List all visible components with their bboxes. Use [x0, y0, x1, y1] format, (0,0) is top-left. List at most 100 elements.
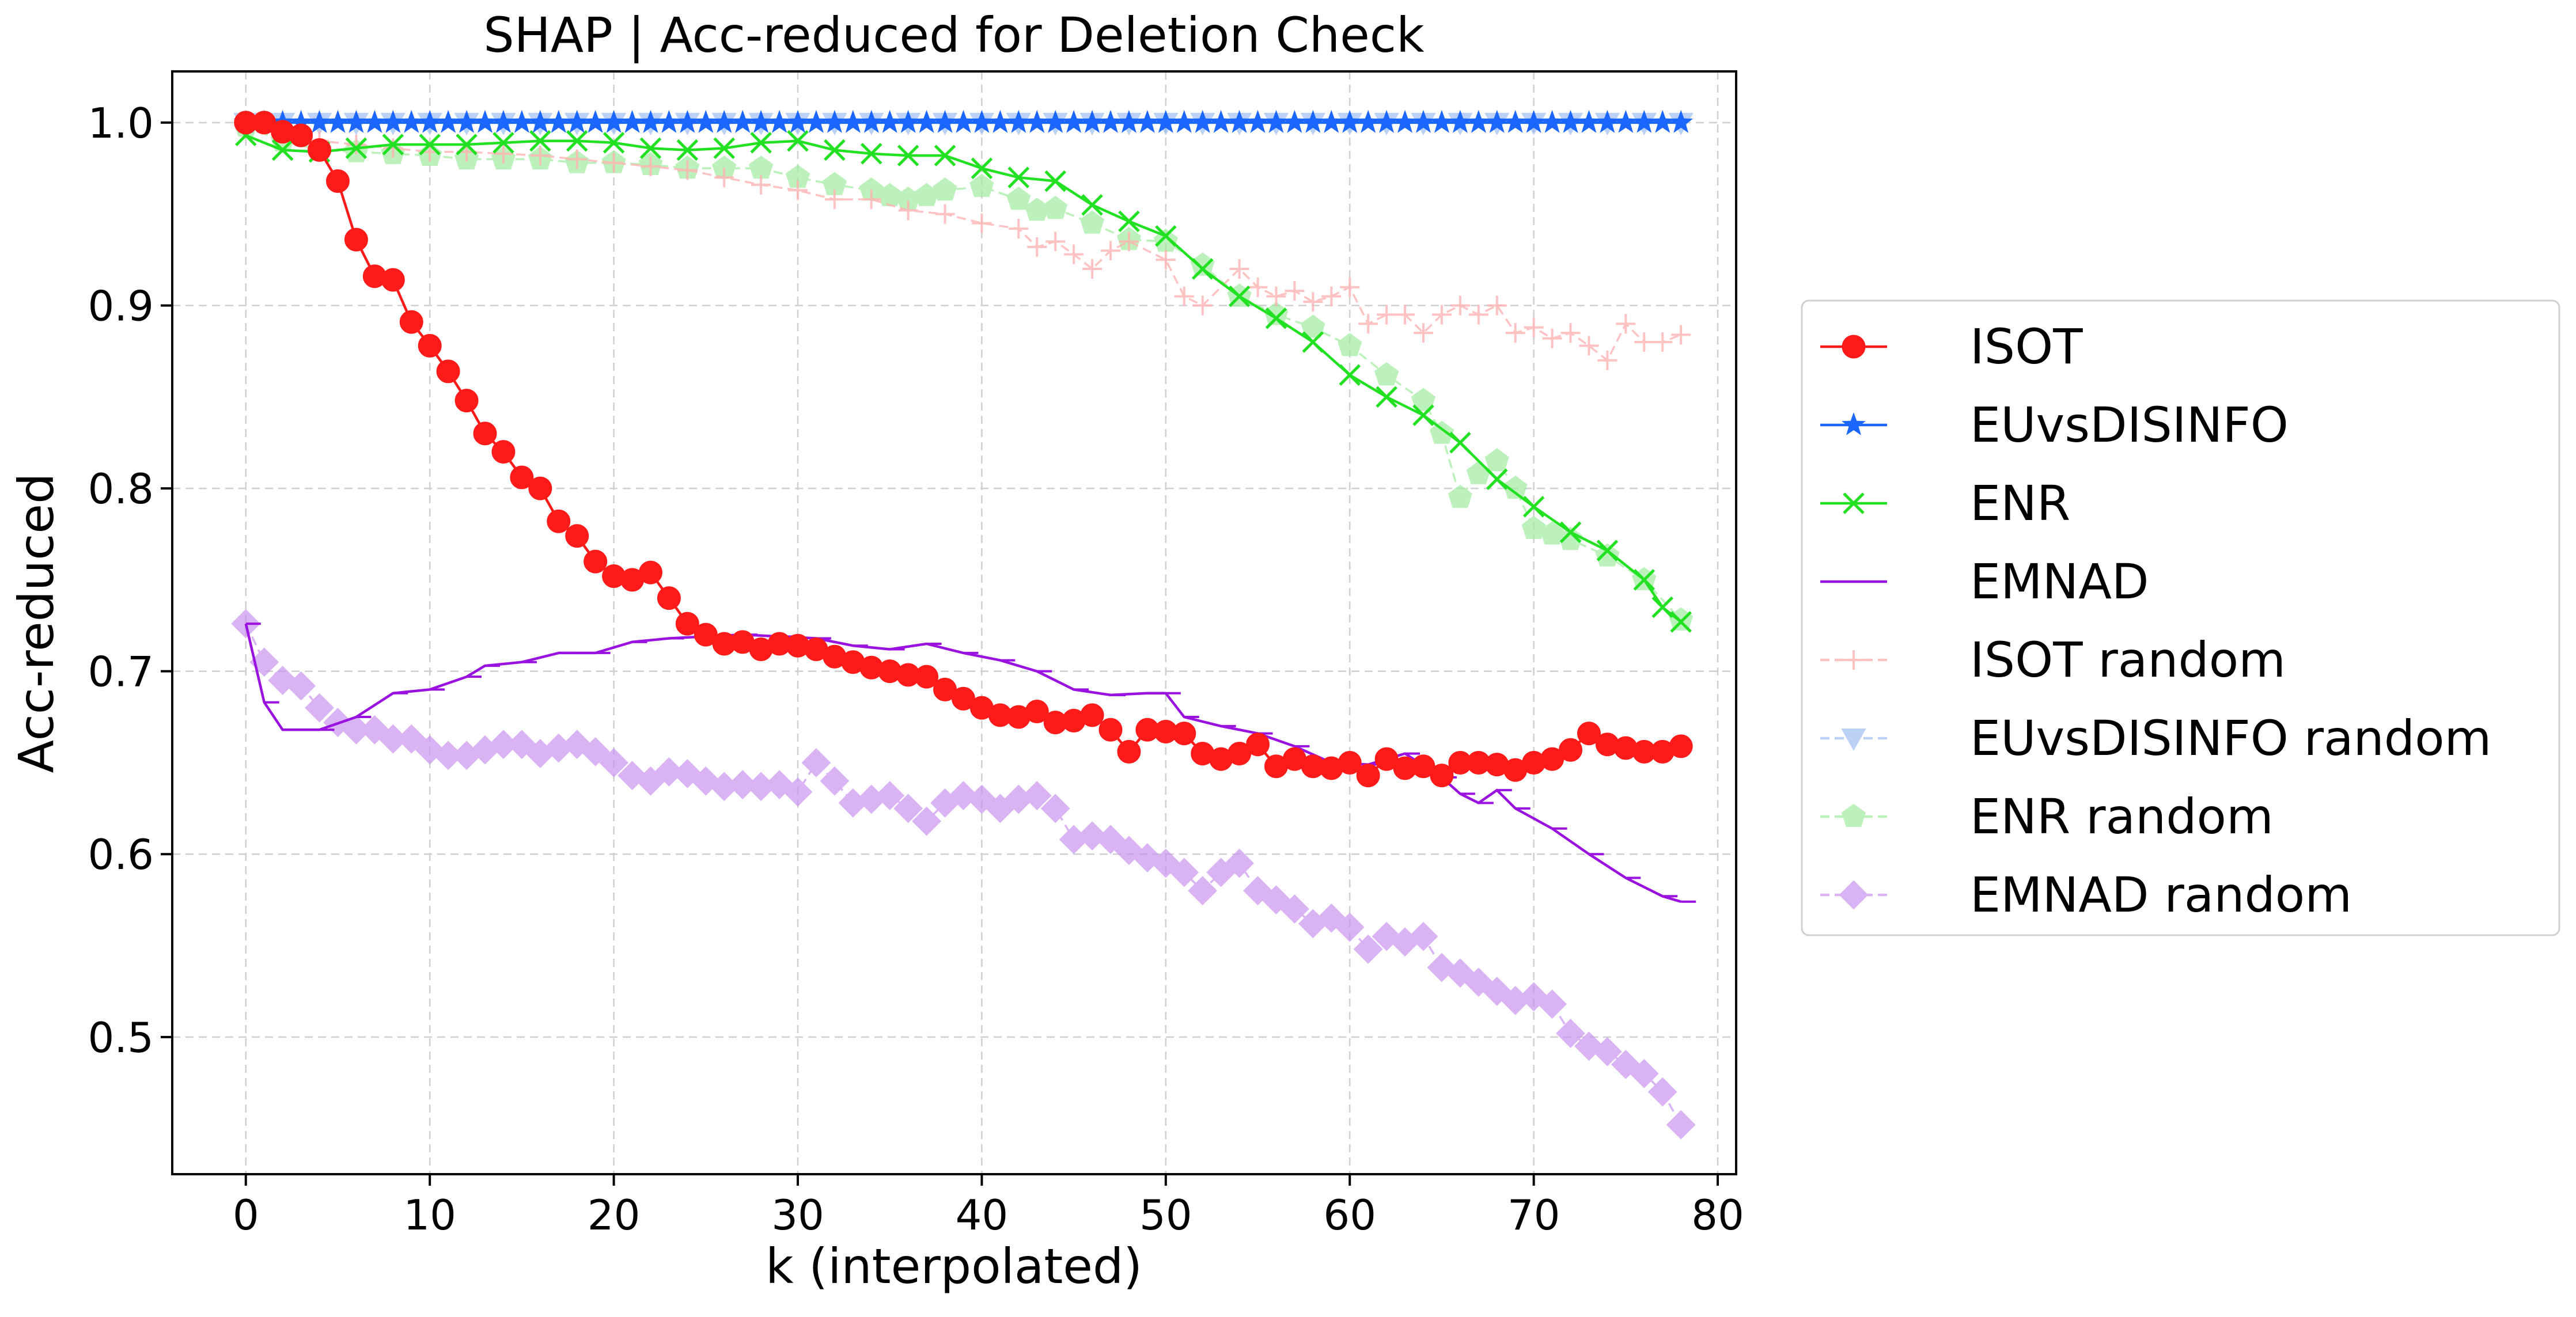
- data-point-enr-random: [1411, 388, 1436, 411]
- data-point-enr-random: [748, 155, 774, 179]
- data-point-enr-random: [969, 173, 994, 198]
- data-point-isot-random: [1450, 295, 1470, 316]
- data-point-isot-random: [1064, 244, 1084, 264]
- data-point-emnad-random: [1225, 848, 1255, 878]
- data-point-emnad-random: [305, 693, 334, 723]
- data-point-euvsdisinfo: [1153, 109, 1178, 133]
- data-point-isot: [381, 268, 405, 292]
- x-axis-label: k (interpolated): [766, 1238, 1142, 1295]
- data-point-emnad-random: [801, 748, 831, 777]
- y-tick-label: 0.6: [88, 830, 154, 879]
- data-point-enr: [603, 132, 625, 154]
- data-point-emnad-random: [912, 806, 942, 836]
- data-point-isot-random: [1101, 241, 1120, 261]
- data-point-euvsdisinfo: [436, 109, 460, 133]
- data-point-enr-random: [1006, 187, 1031, 210]
- series-emnad-random: [231, 609, 1696, 1140]
- data-point-enr: [1339, 364, 1361, 386]
- data-point-euvsdisinfo: [546, 109, 571, 133]
- data-point-emnad-random: [1592, 1037, 1622, 1066]
- data-point-enr: [456, 134, 478, 155]
- data-point-enr-random: [1190, 252, 1215, 276]
- data-point-isot-random: [1377, 305, 1397, 325]
- data-point-enr: [971, 157, 993, 180]
- data-point-enr-random: [1521, 515, 1546, 539]
- data-point-enr: [1191, 258, 1214, 280]
- data-point-enr-random: [1043, 195, 1068, 219]
- data-point-isot-random: [1487, 295, 1507, 316]
- data-point-enr: [824, 139, 846, 161]
- legend-label-emnad: EMNAD: [1970, 553, 2149, 610]
- data-point-euvsdisinfo: [1172, 109, 1196, 133]
- data-point-emnad-random: [1353, 934, 1383, 964]
- data-point-isot: [436, 359, 460, 384]
- legend-label-enr-random: ENR random: [1970, 788, 2274, 845]
- data-point-euvsdisinfo: [565, 109, 589, 133]
- y-axis: 0.5 0.6 0.7 0.8 0.9 1.0: [88, 99, 172, 1062]
- data-point-euvsdisinfo: [969, 109, 994, 133]
- data-point-isot: [1577, 722, 1601, 746]
- series-line-enr-random: [245, 125, 1682, 621]
- data-point-isot-random: [1395, 305, 1415, 325]
- data-point-isot: [1356, 764, 1380, 788]
- data-point-isot: [344, 227, 368, 252]
- data-point-emnad-random: [1040, 794, 1070, 823]
- data-point-euvsdisinfo: [1190, 109, 1215, 133]
- data-point-euvsdisinfo: [1540, 109, 1564, 133]
- data-point-isot-random: [1431, 305, 1452, 325]
- data-point-enr: [382, 134, 404, 155]
- legend-item-isot: [1820, 335, 1887, 359]
- data-point-emnad-random: [1537, 989, 1567, 1019]
- legend-marker-enr-random: [1841, 803, 1866, 827]
- legend-marker-isot-random: [1844, 650, 1863, 670]
- data-point-enr: [529, 130, 551, 152]
- legend-marker-euvsdisinfo-random: [1841, 728, 1866, 752]
- data-point-isot: [584, 549, 608, 574]
- data-point-euvsdisinfo: [1650, 109, 1675, 133]
- data-point-isot: [473, 422, 497, 446]
- y-tick-label: 0.7: [88, 648, 154, 696]
- data-point-isot: [1430, 764, 1454, 788]
- data-point-enr: [1228, 285, 1251, 308]
- data-point-isot: [528, 476, 552, 500]
- data-point-enr: [419, 134, 441, 155]
- x-tick-label: 70: [1507, 1191, 1560, 1239]
- data-point-euvsdisinfo: [418, 109, 442, 133]
- data-point-enr-random: [1484, 448, 1509, 472]
- x-axis: 0 10 20 30 40 50 60 70 80: [233, 1174, 1744, 1239]
- data-point-enr: [713, 137, 736, 160]
- legend: ISOT EUvsDISINFO ENR EMNAD ISOT random EUvsDI…: [1801, 299, 2560, 936]
- data-point-enr-random: [1374, 362, 1399, 386]
- data-point-isot-random: [1671, 325, 1691, 345]
- data-point-euvsdisinfo: [1062, 109, 1086, 133]
- data-point-enr: [860, 143, 882, 165]
- legend-label-enr: ENR: [1970, 475, 2070, 532]
- data-point-isot-random: [1340, 277, 1360, 297]
- y-tick-label: 0.9: [88, 282, 154, 331]
- x-tick-label: 0: [233, 1191, 259, 1239]
- series-layer: [231, 109, 1696, 1140]
- data-point-euvsdisinfo: [1264, 109, 1289, 133]
- series-emnad: [244, 623, 1696, 903]
- data-point-enr: [1081, 194, 1103, 216]
- data-point-enr: [1633, 569, 1656, 591]
- legend-label-euvsdisinfo-random: EUvsDISINFO random: [1970, 710, 2491, 766]
- data-point-euvsdisinfo: [381, 109, 406, 133]
- data-point-isot: [289, 123, 313, 147]
- data-point-enr-random: [1540, 521, 1564, 545]
- y-tick-label: 0.5: [88, 1014, 154, 1062]
- data-point-isot-random: [1321, 286, 1342, 306]
- data-point-euvsdisinfo: [1245, 109, 1270, 133]
- data-point-euvsdisinfo: [1448, 109, 1472, 133]
- data-point-isot-random: [1009, 219, 1029, 239]
- data-point-enr-random: [1503, 475, 1528, 499]
- data-point-emnad-random: [1408, 921, 1438, 951]
- data-point-euvsdisinfo: [1521, 109, 1546, 133]
- data-point-enr: [897, 145, 919, 166]
- data-point-isot-random: [1045, 231, 1066, 252]
- data-point-enr: [271, 139, 294, 161]
- data-point-euvsdisinfo: [694, 109, 718, 133]
- data-point-isot-random: [972, 213, 992, 233]
- data-point-isot-random: [751, 174, 771, 195]
